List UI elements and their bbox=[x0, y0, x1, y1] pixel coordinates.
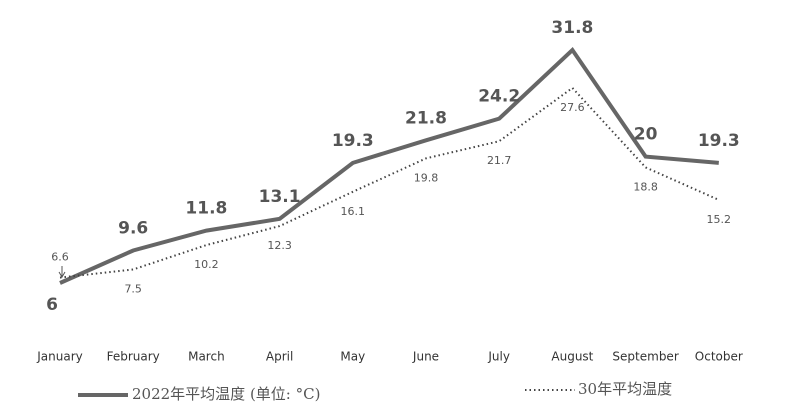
data-label: 21.7 bbox=[487, 154, 512, 167]
x-tick-label: February bbox=[107, 350, 160, 364]
data-label: 18.8 bbox=[633, 180, 658, 193]
data-label: 16.1 bbox=[341, 205, 366, 218]
data-label: 15.2 bbox=[707, 213, 732, 226]
x-tick-label: May bbox=[340, 350, 365, 364]
series-line bbox=[59, 46, 719, 285]
data-label: 27.6 bbox=[560, 101, 585, 114]
x-tick-label: April bbox=[266, 350, 293, 364]
data-label: 21.8 bbox=[405, 108, 447, 128]
data-label: 7.5 bbox=[124, 282, 142, 295]
x-tick-label: July bbox=[487, 350, 510, 364]
data-label: 9.6 bbox=[118, 218, 148, 238]
data-label: 19.3 bbox=[698, 131, 740, 151]
x-tick-label: January bbox=[36, 350, 83, 364]
x-tick-label: September bbox=[612, 350, 678, 364]
data-label: 6 bbox=[46, 295, 58, 315]
legend-label: 2022年平均温度 (单位: °C) bbox=[132, 385, 320, 403]
data-label: 12.3 bbox=[267, 239, 292, 252]
x-tick-label: August bbox=[551, 350, 593, 364]
data-label: 31.8 bbox=[551, 18, 593, 38]
legend-label: 30年平均温度 bbox=[578, 380, 672, 398]
data-label: 24.2 bbox=[478, 87, 520, 107]
data-label: 10.2 bbox=[194, 258, 219, 271]
pointer-arrow-head bbox=[58, 271, 66, 278]
x-tick-label: October bbox=[695, 350, 743, 364]
data-label: 20 bbox=[634, 125, 658, 145]
data-label: 13.1 bbox=[259, 187, 301, 207]
data-label: 19.8 bbox=[414, 171, 439, 184]
series-line bbox=[59, 86, 720, 279]
data-label: 11.8 bbox=[185, 199, 227, 219]
data-label: 19.3 bbox=[332, 131, 374, 151]
x-tick-label: June bbox=[412, 350, 439, 364]
data-label: 6.6 bbox=[51, 251, 69, 264]
x-tick-label: March bbox=[188, 350, 225, 364]
